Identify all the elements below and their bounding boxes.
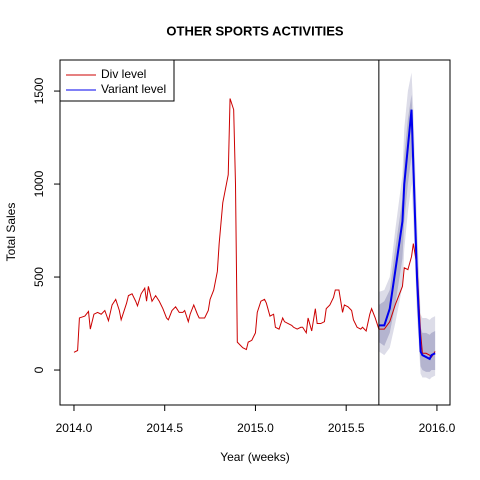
plot-frame bbox=[59, 59, 451, 406]
x-tick-label: 2014.5 bbox=[146, 421, 183, 435]
series-line bbox=[378, 109, 436, 361]
x-tick-label: 2014.0 bbox=[56, 421, 93, 435]
legend-label: Div level bbox=[101, 67, 146, 81]
x-tick-label: 2016.0 bbox=[419, 421, 456, 435]
y-tick-label: 500 bbox=[32, 267, 46, 287]
series-line bbox=[73, 98, 436, 358]
y-tick-label: 1500 bbox=[32, 77, 46, 104]
x-axis-label: Year (weeks) bbox=[220, 450, 290, 464]
legend-label: Variant level bbox=[101, 82, 166, 96]
forecast-interval bbox=[378, 94, 436, 372]
legend-box bbox=[59, 59, 175, 102]
y-axis-label: Total Sales bbox=[4, 203, 18, 262]
x-tick-label: 2015.0 bbox=[237, 421, 274, 435]
chart-title: OTHER SPORTS ACTIVITIES bbox=[166, 23, 344, 38]
y-tick-label: 1000 bbox=[32, 170, 46, 197]
y-tick-label: 0 bbox=[32, 366, 46, 373]
x-tick-label: 2015.5 bbox=[328, 421, 365, 435]
